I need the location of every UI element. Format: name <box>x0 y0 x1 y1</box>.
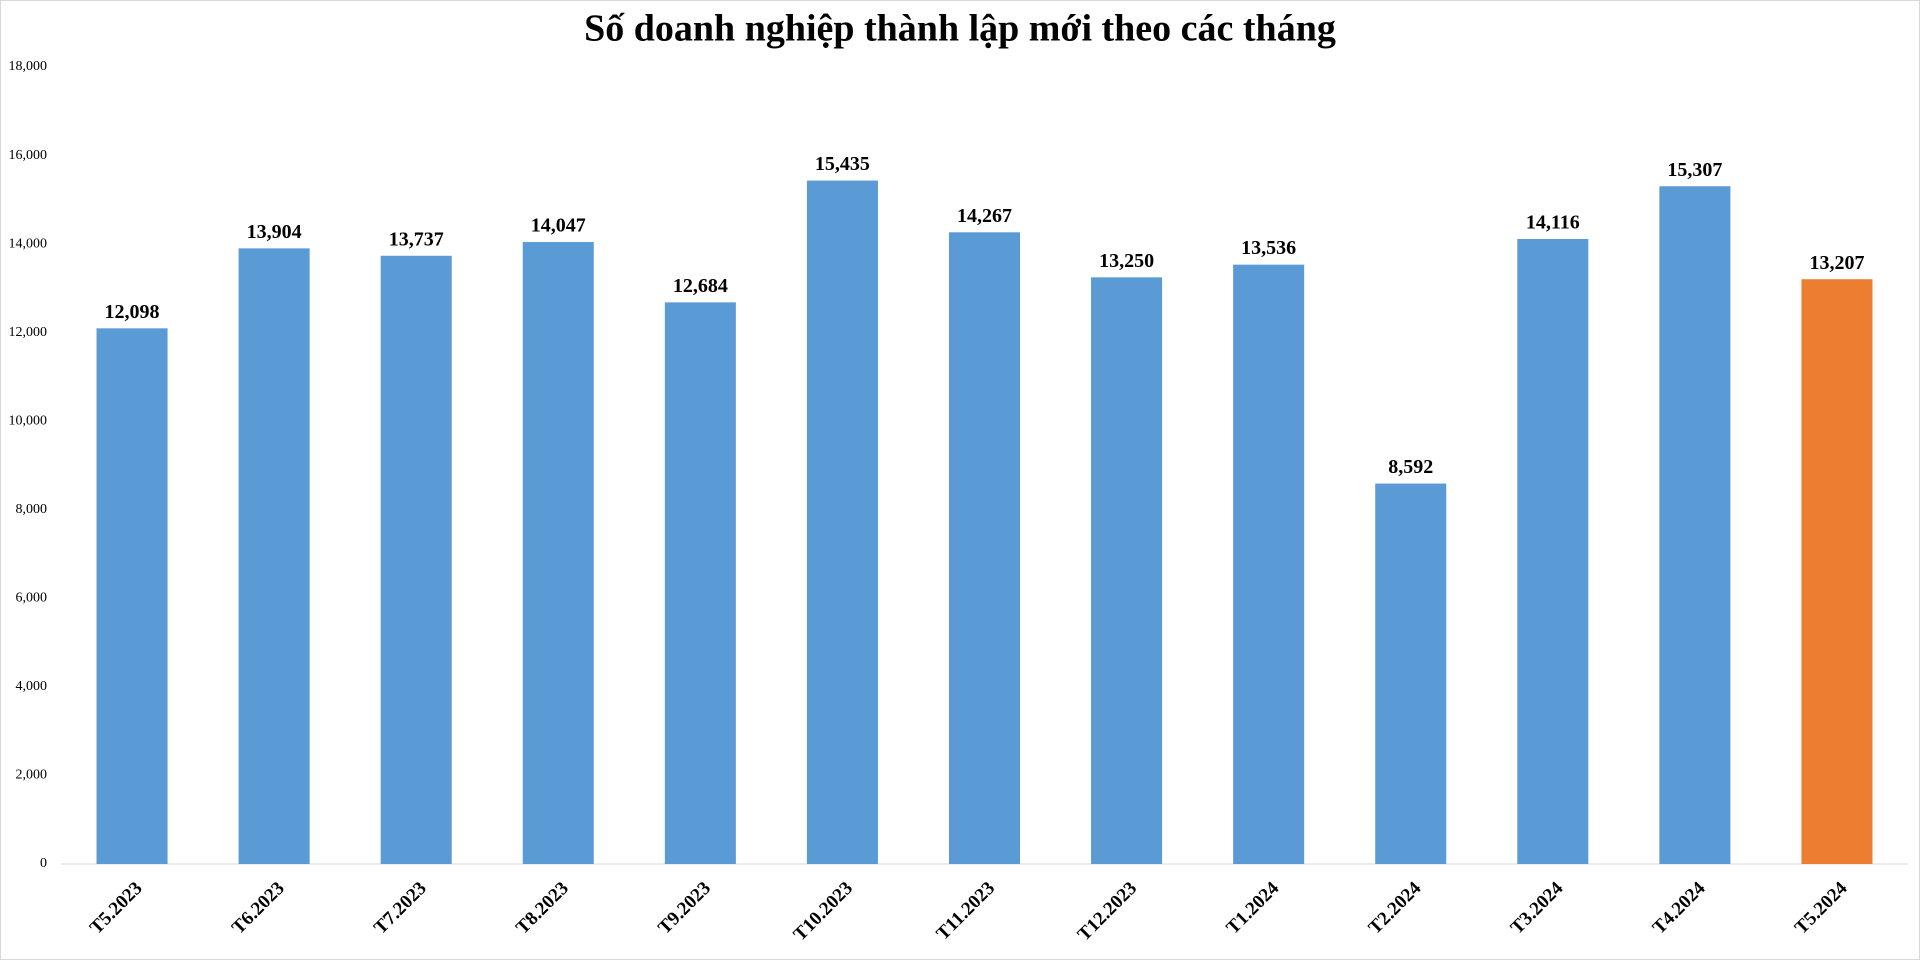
bar <box>1517 238 1589 865</box>
bar <box>664 302 736 864</box>
value-label: 14,267 <box>957 205 1012 227</box>
y-tick-label: 2,000 <box>16 768 48 783</box>
bar <box>238 248 310 865</box>
bar <box>1659 186 1731 864</box>
y-tick-label: 8,000 <box>16 502 48 517</box>
y-tick-label: 0 <box>40 856 47 871</box>
bar <box>1375 483 1447 864</box>
bar <box>948 232 1021 864</box>
value-label: 8,592 <box>1388 456 1433 478</box>
value-label: 15,307 <box>1667 159 1722 181</box>
bar <box>1233 264 1305 864</box>
chart-title: Số doanh nghiệp thành lập mới theo các t… <box>584 8 1336 50</box>
value-label: 12,098 <box>105 301 160 323</box>
y-tick-label: 16,000 <box>9 148 48 163</box>
value-label: 12,684 <box>673 275 728 297</box>
bar <box>1091 277 1163 864</box>
y-tick-label: 6,000 <box>16 591 48 606</box>
value-label: 14,047 <box>531 215 586 237</box>
value-label: 14,116 <box>1526 212 1580 234</box>
y-tick-label: 18,000 <box>9 59 48 74</box>
bar <box>380 255 452 864</box>
bar <box>522 242 594 865</box>
y-tick-label: 4,000 <box>16 679 48 694</box>
bar <box>806 180 878 864</box>
value-label: 13,250 <box>1099 250 1154 272</box>
bar <box>1801 279 1873 864</box>
value-label: 13,207 <box>1809 252 1864 274</box>
y-tick-label: 14,000 <box>9 236 48 251</box>
y-tick-label: 10,000 <box>9 413 48 428</box>
y-tick-label: 12,000 <box>9 325 48 340</box>
bar <box>96 328 168 864</box>
value-label: 13,737 <box>389 228 444 250</box>
value-label: 15,435 <box>815 153 870 175</box>
value-label: 13,536 <box>1241 237 1296 259</box>
value-label: 13,904 <box>247 221 302 243</box>
